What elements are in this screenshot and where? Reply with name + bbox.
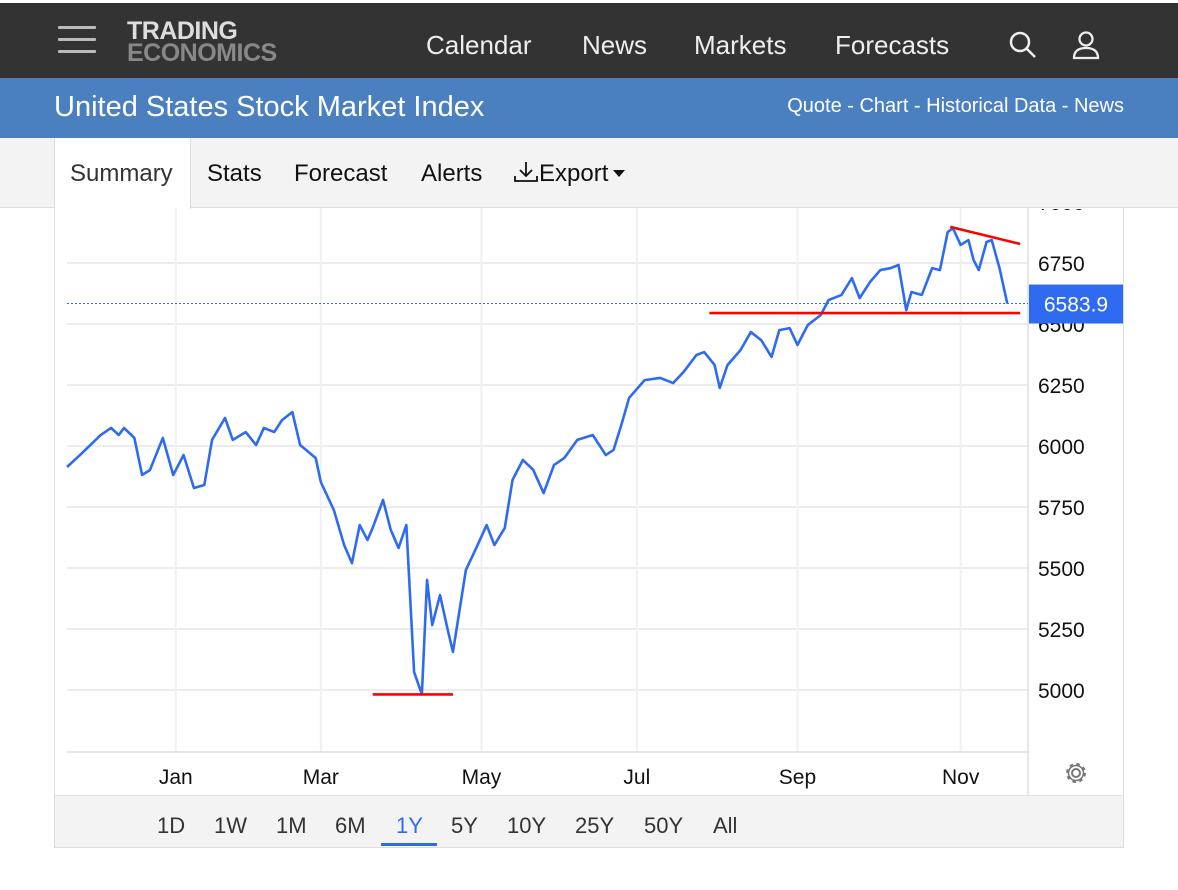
link-separator: -: [908, 95, 927, 117]
logo-line2: ECONOMICS: [127, 39, 277, 67]
link-news[interactable]: News: [1073, 95, 1124, 117]
range-button-6m[interactable]: 6M: [335, 813, 366, 838]
range-selector: [55, 795, 1123, 847]
nav-forecasts[interactable]: Forecasts: [835, 30, 950, 60]
top-navbar: [0, 3, 1178, 78]
range-button-25y[interactable]: 25Y: [575, 813, 615, 838]
tab-alerts[interactable]: Alerts: [421, 160, 483, 187]
range-button-1d[interactable]: 1D: [157, 813, 186, 838]
range-button-all[interactable]: All: [713, 813, 738, 838]
nav-calendar[interactable]: Calendar: [426, 30, 532, 60]
range-button-10y[interactable]: 10Y: [507, 813, 547, 838]
user-icon[interactable]: [1071, 30, 1101, 60]
tab-summary[interactable]: Summary: [70, 160, 173, 187]
settings-gear-icon[interactable]: [1063, 760, 1089, 786]
title-bar: [0, 78, 1178, 138]
link-chart[interactable]: Chart: [859, 95, 909, 117]
caret-down-icon: [613, 170, 626, 177]
tab-stats[interactable]: Stats: [207, 160, 262, 187]
chart-card: [54, 208, 1124, 848]
range-button-1y[interactable]: 1Y: [396, 813, 423, 838]
active-range-underline: [381, 843, 437, 846]
logo-line1: TRADING: [127, 17, 238, 45]
link-separator: -: [1056, 95, 1074, 117]
export-label: Export: [539, 160, 609, 187]
nav-news[interactable]: News: [582, 30, 648, 60]
tab-forecast[interactable]: Forecast: [294, 160, 388, 187]
page-links: Quote - Chart - Historical Data - News: [787, 95, 1124, 118]
range-button-5y[interactable]: 5Y: [451, 813, 478, 838]
nav-markets[interactable]: Markets: [694, 30, 787, 60]
hamburger-menu-icon[interactable]: [58, 26, 96, 56]
tab-summary-bg: [54, 138, 191, 209]
range-button-1m[interactable]: 1M: [276, 813, 307, 838]
range-button-50y[interactable]: 50Y: [644, 813, 684, 838]
link-quote[interactable]: Quote: [787, 95, 842, 117]
export-dropdown[interactable]: Export: [513, 160, 627, 188]
page-title: United States Stock Market Index: [54, 91, 485, 123]
tab-bar: [0, 138, 1178, 208]
link-historical-data[interactable]: Historical Data: [926, 95, 1057, 117]
search-icon[interactable]: [1008, 30, 1038, 60]
range-button-1w[interactable]: 1W: [214, 813, 247, 838]
download-icon: [514, 162, 538, 182]
link-separator: -: [841, 95, 860, 117]
logo[interactable]: TRADING ECONOMICS: [127, 17, 277, 67]
